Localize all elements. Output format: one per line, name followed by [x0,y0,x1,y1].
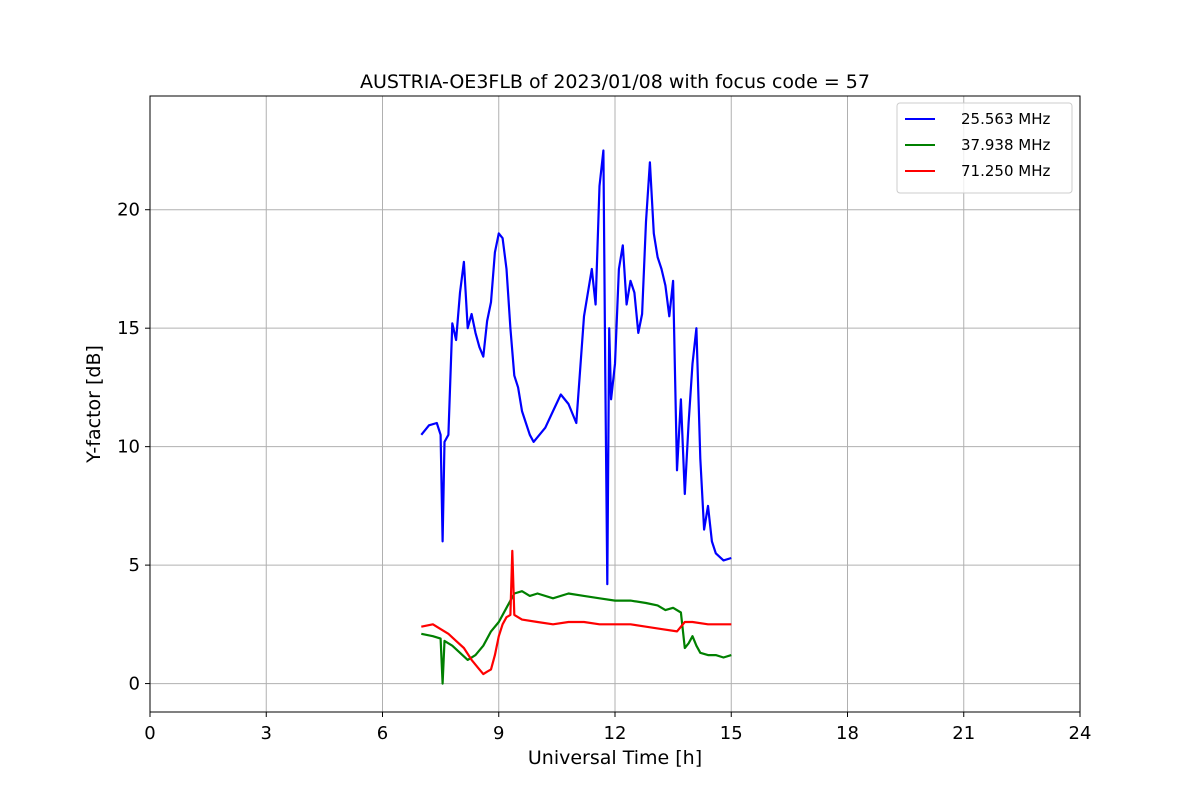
y-tick-label: 20 [117,200,140,221]
legend-label-0: 25.563 MHz [961,110,1050,128]
chart-title: AUSTRIA-OE3FLB of 2023/01/08 with focus … [360,71,870,93]
series-line-2 [421,549,732,676]
y-tick-label: 10 [117,437,140,458]
x-tick-label: 9 [493,723,504,744]
x-tick-label: 3 [261,723,272,744]
series-lines [420,149,732,685]
y-tick-label: 5 [129,555,140,576]
x-tick-label: 21 [952,723,975,744]
x-tick-label: 12 [604,723,627,744]
legend-box [896,102,1073,194]
x-tick-label: 0 [144,723,155,744]
legend-label-1: 37.938 MHz [961,136,1050,154]
legend-label-2: 71.250 MHz [961,162,1050,180]
x-tick-label: 24 [1069,723,1092,744]
x-axis-label: Universal Time [h] [528,747,702,769]
y-tick-label: 15 [117,318,140,339]
series-line-1 [421,590,732,685]
series-line-0 [420,149,732,586]
axis-ticks: 0 3 6 9 12 15 18 21 24 0 5 10 15 20 [117,200,1091,744]
y-axis-label: Y-factor [dB] [83,345,105,464]
legend: 25.563 MHz 37.938 MHz 71.250 MHz [896,102,1073,194]
x-tick-label: 6 [377,723,388,744]
x-tick-label: 18 [836,723,859,744]
y-tick-label: 0 [129,674,140,695]
x-tick-label: 15 [720,723,743,744]
